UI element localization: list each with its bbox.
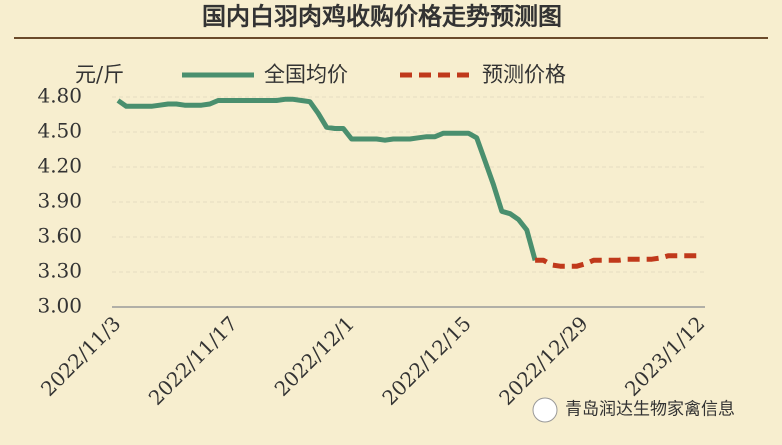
chart-title: 国内白羽肉鸡收购价格走势预测图 xyxy=(202,2,562,31)
y-tick-label: 4.80 xyxy=(37,84,82,108)
legend-label: 全国均价 xyxy=(264,63,348,87)
y-tick-label: 3.00 xyxy=(37,294,82,318)
series-line xyxy=(535,253,702,269)
y-tick-label: 4.20 xyxy=(37,154,82,178)
y-tick-label: 3.60 xyxy=(37,224,82,248)
series-line xyxy=(116,96,538,261)
y-axis-label: 元/斤 xyxy=(75,63,124,87)
legend-label: 预测价格 xyxy=(482,63,566,87)
y-tick-label: 3.90 xyxy=(37,189,82,213)
watermark: 青岛润达生物家禽信息 xyxy=(532,397,735,423)
y-tick-label: 3.30 xyxy=(37,259,82,283)
y-tick-label: 4.50 xyxy=(37,119,82,143)
watermark-text: 青岛润达生物家禽信息 xyxy=(565,400,735,420)
watermark-icon xyxy=(532,397,558,423)
